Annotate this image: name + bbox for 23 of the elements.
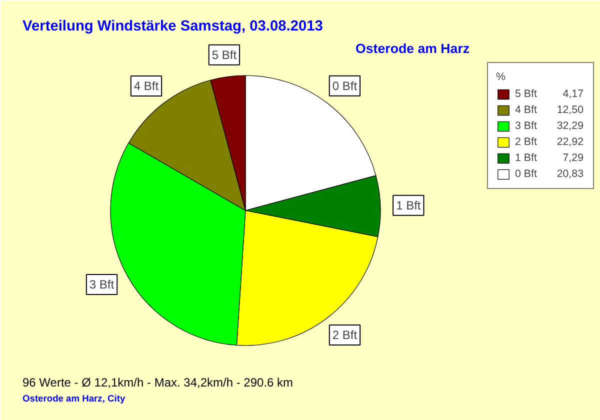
- legend-title: %: [496, 71, 506, 83]
- data-label: 22,92: [556, 136, 584, 148]
- text: Osterode am Harz, City: [22, 394, 126, 404]
- text: 96 Werte - Ø 12,1km/h - Max. 34,2km/h - 290.6 km: [22, 376, 294, 390]
- slice-label: 3 Bft: [89, 278, 115, 292]
- legend-label: 3 Bft: [515, 120, 537, 132]
- legend-label: 4 Bft: [515, 104, 537, 116]
- slice-label: 0 Bft: [332, 78, 358, 93]
- slice-label: 5 Bft: [212, 48, 238, 62]
- slice-label: 4 Bft: [134, 78, 160, 93]
- chart-title: Verteilung Windstärke Samstag, 03.08.2013: [22, 18, 323, 34]
- data-label: 12,50: [556, 104, 584, 116]
- data-label: 7,29: [562, 152, 584, 164]
- data-label: 4,17: [562, 88, 584, 100]
- legend-label: 1 Bft: [515, 152, 537, 164]
- chart-subtitle: Osterode am Harz: [356, 41, 470, 56]
- legend-label: 2 Bft: [515, 136, 537, 148]
- data-label: 32,29: [556, 120, 584, 132]
- slice-label: 1 Bft: [396, 198, 422, 212]
- legend-label: 0 Bft: [515, 168, 537, 180]
- data-label: 20,83: [556, 168, 584, 180]
- legend-label: 5 Bft: [515, 88, 537, 100]
- slice-label: 2 Bft: [332, 328, 358, 342]
